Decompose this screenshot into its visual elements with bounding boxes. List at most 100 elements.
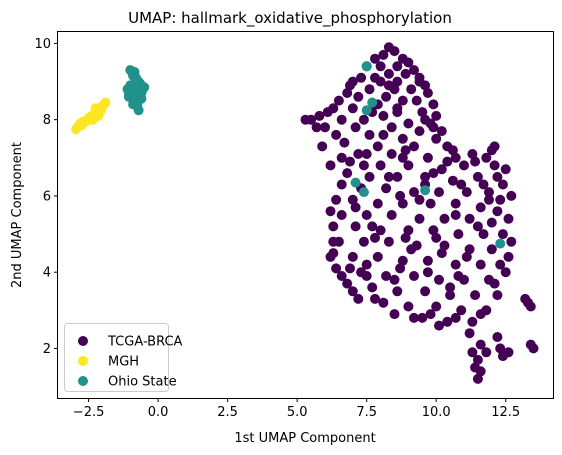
data-point [475, 366, 486, 377]
data-point [525, 301, 536, 312]
data-point [439, 240, 450, 251]
data-point [472, 373, 483, 384]
data-point [375, 160, 386, 171]
data-point [364, 84, 375, 95]
data-point [392, 76, 403, 87]
data-point [328, 221, 339, 232]
data-point [461, 251, 472, 262]
data-point [422, 255, 433, 266]
data-point [90, 103, 101, 114]
y-tick-label: 10 [34, 37, 51, 52]
data-point [397, 133, 408, 144]
data-point [345, 263, 355, 274]
data-point [492, 332, 503, 342]
data-point [383, 80, 394, 91]
data-point [431, 110, 442, 121]
data-point [442, 316, 453, 327]
data-point [381, 271, 392, 281]
data-point [342, 168, 353, 179]
data-point [358, 114, 369, 125]
data-point [336, 210, 347, 220]
data-point [422, 88, 433, 98]
data-point [467, 149, 478, 159]
data-point [392, 286, 403, 297]
data-point [492, 290, 503, 301]
data-point [436, 248, 447, 259]
data-point [464, 244, 475, 255]
data-point [370, 232, 380, 243]
data-point [453, 229, 464, 240]
y-tick-label: 2 [43, 342, 51, 357]
data-point [478, 179, 489, 190]
data-point [347, 103, 358, 114]
data-point [492, 206, 503, 217]
data-point [495, 259, 506, 270]
data-point [400, 232, 411, 243]
data-point [428, 122, 439, 133]
data-point [400, 145, 411, 156]
data-point [442, 156, 453, 167]
legend-marker [78, 336, 88, 346]
data-point [361, 259, 372, 270]
data-point [461, 187, 472, 198]
data-point [361, 61, 372, 72]
data-point [328, 236, 339, 247]
data-point [506, 236, 517, 247]
data-point [350, 177, 361, 188]
data-point [358, 160, 369, 171]
data-point [403, 118, 414, 129]
data-point [400, 68, 411, 79]
data-point [372, 141, 383, 152]
data-point [386, 122, 397, 133]
x-axis-title: 1st UMAP Component [234, 431, 375, 446]
data-point [489, 278, 500, 289]
data-point [434, 274, 444, 285]
data-point [132, 86, 143, 97]
data-point [136, 93, 147, 104]
data-point [409, 65, 419, 76]
data-point [434, 320, 444, 331]
data-point [378, 49, 389, 60]
data-point [378, 110, 389, 121]
data-point [470, 290, 481, 301]
data-point [475, 202, 486, 213]
data-point [409, 187, 419, 198]
data-point [378, 297, 389, 308]
y-axis: 2 4 6 8 10 [34, 37, 58, 357]
data-point [383, 68, 394, 79]
data-point [472, 171, 483, 182]
data-point [409, 271, 419, 281]
data-point [370, 293, 380, 304]
data-point [439, 213, 450, 224]
data-point [450, 259, 461, 270]
data-point [375, 225, 386, 236]
data-point [356, 72, 367, 83]
data-point [320, 122, 330, 133]
data-point [345, 156, 355, 167]
plot-area-frame [57, 31, 554, 399]
x-tick-label: 10.0 [422, 405, 451, 420]
series-mgh [71, 97, 111, 135]
data-point [409, 141, 419, 152]
data-point [372, 198, 383, 209]
data-point [403, 57, 414, 68]
data-point [445, 290, 456, 301]
legend-box [64, 323, 169, 392]
data-point [425, 198, 436, 209]
data-point [470, 156, 481, 167]
data-point [123, 91, 134, 102]
data-point [342, 88, 353, 98]
data-point [347, 286, 358, 297]
legend-label: MGH [108, 355, 139, 370]
data-point [420, 80, 431, 91]
data-point [486, 244, 497, 255]
data-point [431, 133, 442, 144]
data-point [386, 210, 397, 220]
data-point [447, 145, 458, 156]
data-point [378, 129, 389, 140]
data-point [333, 95, 344, 106]
data-point [392, 171, 403, 182]
data-point [450, 210, 461, 220]
data-point [71, 124, 82, 135]
data-point [450, 152, 461, 163]
